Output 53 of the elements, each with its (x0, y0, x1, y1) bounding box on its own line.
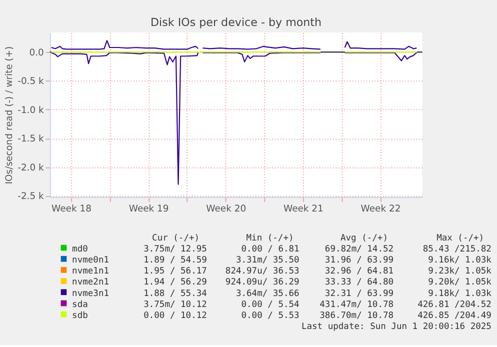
text: 3.75m/ 10.12 (144, 300, 207, 310)
y-tick-label: -1.5 k (18, 134, 45, 145)
text: 426.85 /204.49 (418, 310, 492, 321)
text: 9.18k/ 1.03k (428, 288, 492, 299)
text: 3.64m/ 35.66 (236, 288, 300, 299)
legend-label: nvme3n1 (72, 288, 110, 299)
text: Max (-/+) (436, 233, 484, 244)
y-tick-label: -2.5 k (18, 191, 45, 202)
text: 9.20k/ 1.05k (428, 278, 492, 288)
text: 1.94 / 56.29 (144, 278, 207, 288)
x-tick-label: Week 21 (283, 203, 324, 214)
text: 85.43 /215.82 (422, 244, 492, 254)
text: 32.31 / 63.99 (324, 288, 394, 299)
legend-label: sdb (72, 310, 88, 321)
text: 824.97u/ 36.53 (225, 266, 300, 277)
text: 924.09u/ 36.29 (225, 278, 300, 288)
text: 3.31m/ 35.50 (236, 256, 300, 266)
text: 9.23k/ 1.05k (428, 266, 492, 277)
text: 32.96 / 64.81 (324, 266, 394, 277)
text: 1.89 / 54.59 (144, 256, 207, 266)
text: Min (-/+) (246, 233, 294, 244)
x-tick-label: Week 18 (52, 203, 92, 214)
text: 1.88 / 55.34 (144, 288, 207, 299)
text: 0.00 / 10.12 (144, 310, 207, 321)
text: Avg (-/+) (340, 233, 388, 244)
legend-label: nvme0n1 (72, 256, 110, 266)
text: 0.00 / 5.53 (241, 310, 300, 321)
y-axis-title: IOs/second read (-) / write (+) (4, 46, 16, 184)
text: 426.81 /204.52 (418, 300, 492, 310)
legend-label: sda (72, 300, 88, 310)
text: 33.33 / 64.80 (324, 278, 394, 288)
text: 1.95 / 56.17 (144, 266, 207, 277)
x-tick-label: Week 20 (206, 203, 246, 214)
y-tick-label: 0.0 (29, 47, 44, 58)
y-tick-label: -2.0 k (18, 162, 45, 174)
text: 9.16k/ 1.03k (428, 256, 492, 266)
text: 386.70m/ 10.78 (320, 310, 394, 321)
text: Cur (-/+) (152, 233, 200, 244)
legend-label: nvme2n1 (72, 278, 110, 288)
text: 0.00 / 5.54 (241, 300, 300, 310)
text: 31.96 / 63.99 (324, 256, 394, 266)
text: Last update: Sun Jun 1 20:00:16 2025 (301, 322, 492, 332)
text: 3.75m/ 12.95 (144, 244, 207, 254)
legend-label: nvme1n1 (72, 266, 110, 277)
chart-title: Disk IOs per device - by month (150, 16, 322, 30)
y-tick-label: -0.5 k (18, 76, 45, 88)
y-tick-label: -1.0 k (18, 104, 45, 116)
text: 0.00 / 6.81 (241, 244, 300, 254)
text: 431.47m/ 10.78 (320, 300, 394, 310)
x-tick-label: Week 19 (128, 203, 169, 214)
x-tick-label: Week 22 (360, 203, 401, 214)
legend-label: md0 (72, 244, 88, 254)
text: 69.82m/ 14.52 (324, 244, 394, 254)
